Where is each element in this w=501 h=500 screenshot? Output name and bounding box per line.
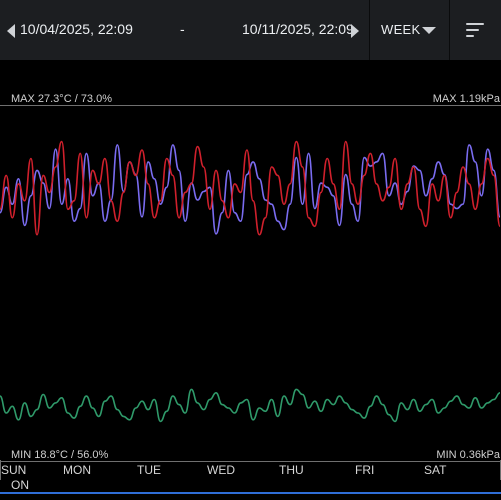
date-from[interactable]: 10/04/2025, 22:09 [20,21,133,37]
day-label: SAT [424,463,447,477]
day-label: THU [279,463,304,477]
sort-lines-icon [466,23,484,25]
period-dropdown[interactable]: WEEK [370,0,449,60]
day-label: FRI [355,463,375,477]
day-label: TUE [137,463,161,477]
period-label: WEEK [381,22,421,37]
sort-lines-icon [466,29,479,31]
date-to[interactable]: 10/11/2025, 22:09 [242,21,354,37]
on-indicator-row: ON [0,478,501,500]
date-separator: - [180,21,185,37]
max-right-label: MAX 1.19kPa [432,93,500,105]
max-left-label: MAX 27.3°C / 73.0% [11,93,113,105]
day-label: SUN [1,463,27,477]
day-label: WED [207,463,235,477]
chevron-left-icon[interactable] [7,24,15,38]
sort-button[interactable] [450,0,501,60]
min-right-label: MIN 0.36kPa [436,449,500,461]
day-label: MON [63,463,91,477]
series-line-vpd [0,388,501,423]
min-left-label: MIN 18.8°C / 56.0% [11,449,109,461]
min-line [0,461,501,462]
top-toolbar: 10/04/2025, 22:09 - 10/11/2025, 22:09 WE… [0,0,501,60]
day-tick [0,460,1,480]
date-range-selector[interactable]: 10/04/2025, 22:09 - 10/11/2025, 22:09 [0,0,369,60]
series-line-temperature [0,140,501,236]
toolbar-divider [449,0,450,60]
sort-lines-icon [466,35,474,37]
on-label: ON [11,478,29,492]
max-line [0,105,501,106]
caret-down-icon [422,27,436,34]
series-line-humidity [0,144,501,235]
toolbar-divider [369,0,370,60]
chevron-right-icon[interactable] [351,24,359,38]
on-status-bar [0,492,501,494]
